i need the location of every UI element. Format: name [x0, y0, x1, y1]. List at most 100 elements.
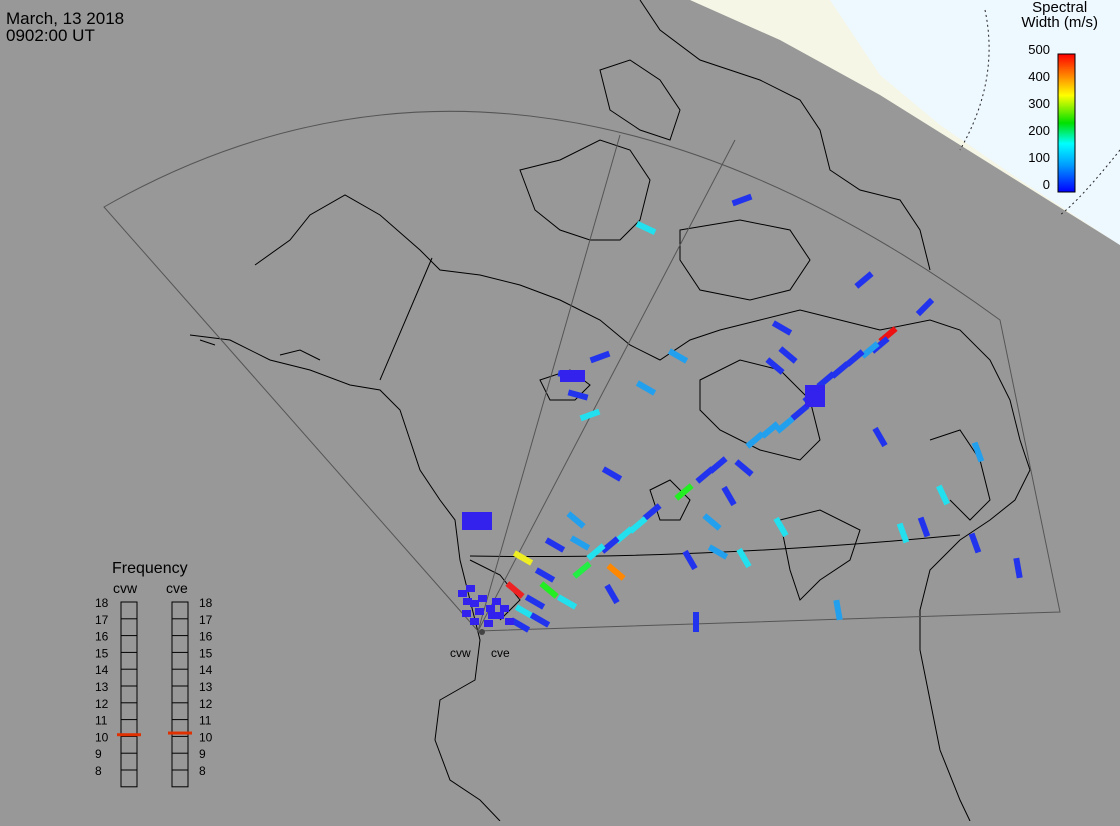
echo-cell — [635, 380, 657, 396]
radar-label-west: cvw — [450, 646, 471, 660]
colorbar-tick-0: 0 — [1042, 177, 1050, 192]
echo-cell — [509, 617, 531, 633]
frequency-level-label: 18 — [95, 596, 109, 610]
echo-cell — [556, 594, 578, 610]
echo-cell — [896, 522, 910, 544]
frequency-marker-cve — [168, 731, 192, 735]
frequency-level-label: 9 — [95, 747, 102, 761]
radar-label-east: cve — [491, 646, 510, 660]
echo-cell — [765, 357, 785, 375]
frequency-title: Frequency — [112, 560, 188, 577]
echo-cell — [642, 503, 662, 521]
echo-cell — [771, 320, 793, 336]
echo-cell — [567, 389, 589, 401]
echo-cell — [500, 605, 509, 612]
radar-echoes — [458, 193, 1023, 633]
echo-cell — [539, 581, 559, 599]
echo-cell — [1013, 557, 1023, 579]
echo-cell — [600, 536, 620, 554]
echo-cell — [606, 563, 626, 581]
echo-cell — [773, 516, 789, 538]
land-outlines — [189, 0, 1031, 822]
echo-cell — [854, 271, 874, 289]
frequency-level-label: 11 — [95, 714, 108, 728]
frequency-level-label: 11 — [199, 714, 212, 728]
echo-cell — [505, 581, 525, 599]
colorbar-tick-200: 200 — [1028, 123, 1050, 138]
echo-cell — [484, 620, 493, 627]
echo-cell — [872, 426, 888, 448]
echo-cell — [833, 599, 843, 621]
echo-cell — [845, 349, 865, 367]
echo-cell — [488, 612, 497, 619]
echo-cell — [524, 594, 546, 610]
echo-cell — [466, 585, 475, 592]
echo-cell — [936, 484, 950, 506]
echo-cell — [470, 618, 479, 625]
frequency-level-label: 13 — [95, 680, 109, 694]
echo-cell — [968, 532, 982, 554]
echo-cell — [707, 544, 729, 560]
frequency-level-label: 15 — [199, 646, 213, 660]
time-label: 0902:00 UT — [6, 26, 95, 45]
colorbar-tick-100: 100 — [1028, 150, 1050, 165]
radar-fov-outlines — [103, 110, 1061, 632]
echo-cell — [702, 513, 722, 531]
echo-cell — [604, 583, 620, 605]
echo-cell — [745, 431, 765, 449]
frequency-level-label: 13 — [199, 680, 213, 694]
echo-patch — [805, 385, 825, 407]
echo-cell — [458, 590, 467, 597]
echo-cell — [760, 421, 780, 439]
echo-cell — [534, 567, 556, 583]
echo-cell — [505, 618, 514, 625]
echo-cell — [529, 612, 551, 628]
echo-cell — [614, 526, 634, 544]
echo-cell — [915, 297, 935, 317]
frequency-level-label: 14 — [199, 663, 213, 677]
echo-cell — [514, 604, 536, 620]
frequency-level-label: 10 — [199, 730, 213, 744]
echo-cell — [566, 511, 586, 529]
echo-cell — [693, 612, 699, 632]
frequency-column-cve — [171, 601, 189, 788]
frequency-level-label: 17 — [95, 613, 109, 627]
echo-patch — [560, 370, 585, 382]
echo-cell — [579, 408, 601, 422]
frequency-level-label: 8 — [95, 764, 102, 778]
frequency-level-label: 18 — [199, 596, 213, 610]
frequency-level-label: 16 — [95, 630, 109, 644]
echo-cell — [512, 550, 534, 566]
frequency-level-label: 10 — [95, 730, 109, 744]
colorbar-gradient — [1057, 53, 1076, 193]
frequency-level-label: 15 — [95, 646, 109, 660]
echo-cell — [478, 595, 487, 602]
echo-cell — [775, 416, 795, 434]
frequency-marker-cvw — [117, 733, 141, 737]
echo-cell — [860, 341, 880, 359]
echo-cell — [695, 466, 715, 484]
echo-cell — [736, 547, 752, 569]
frequency-level-label: 9 — [199, 747, 206, 761]
date-label: March, 13 2018 — [6, 9, 125, 28]
frequency-column-cvw — [120, 601, 138, 788]
echo-patch — [462, 512, 492, 530]
echo-cell — [721, 485, 737, 507]
echo-cell — [971, 441, 985, 463]
echo-cell — [544, 537, 566, 553]
frequency-level-label: 17 — [199, 613, 213, 627]
echo-cell — [492, 598, 501, 605]
echo-cell — [486, 605, 495, 612]
echo-cell — [495, 612, 504, 619]
colorbar-tick-400: 400 — [1028, 69, 1050, 84]
echo-cell — [674, 483, 694, 501]
echo-cell — [635, 221, 657, 235]
polar-cap-region — [830, 0, 1120, 245]
echo-cell — [628, 516, 648, 534]
colorbar — [1057, 53, 1076, 193]
frequency-level-label: 8 — [199, 764, 206, 778]
echo-cell — [601, 466, 623, 482]
